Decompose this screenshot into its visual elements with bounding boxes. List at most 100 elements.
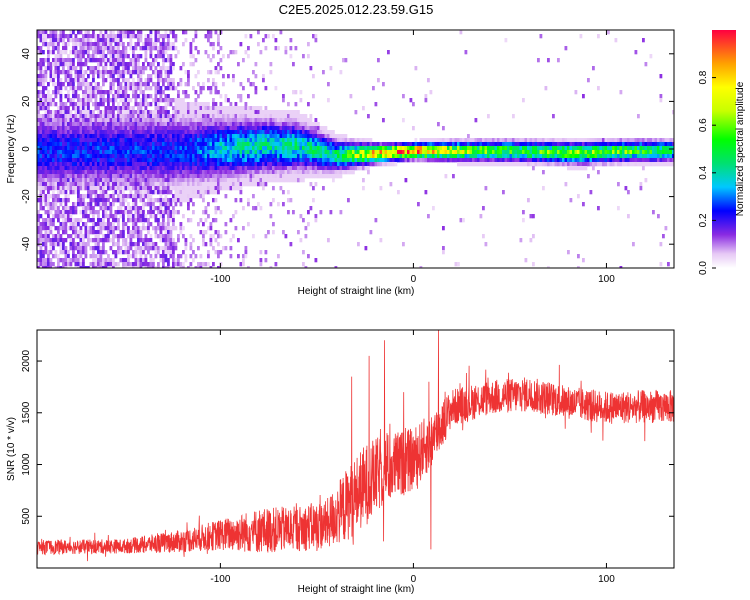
- heatmap-cell: [52, 262, 55, 267]
- heatmap-cell: [117, 138, 120, 143]
- heatmap-cell: [49, 62, 53, 67]
- heatmap-cell: [144, 86, 148, 91]
- heatmap-cell: [162, 78, 165, 83]
- heatmap-cell: [412, 126, 415, 131]
- heatmap-cell: [319, 130, 323, 135]
- heatmap-cell: [312, 158, 315, 163]
- heatmap-cell: [124, 170, 128, 175]
- heatmap-cell: [394, 146, 398, 151]
- heatmap-cell: [202, 154, 205, 159]
- heatmap-cell: [189, 158, 193, 163]
- heatmap-cell: [89, 58, 93, 63]
- heatmap-cell: [172, 170, 175, 175]
- heatmap-cell: [139, 246, 143, 251]
- heatmap-cell: [132, 86, 135, 91]
- heatmap-cell: [332, 178, 335, 183]
- heatmap-cell: [162, 210, 165, 215]
- heatmap-cell: [384, 150, 388, 155]
- heatmap-cell: [39, 238, 43, 243]
- heatmap-cell: [107, 170, 110, 175]
- heatmap-cell: [69, 178, 73, 183]
- heatmap-cell: [162, 58, 165, 63]
- heatmap-cell: [134, 194, 138, 199]
- heatmap-cell: [514, 142, 518, 147]
- heatmap-cell: [209, 222, 213, 227]
- heatmap-cell: [282, 158, 285, 163]
- heatmap-cell: [384, 146, 388, 151]
- heatmap-cell: [444, 142, 448, 147]
- heatmap-cell: [199, 142, 203, 147]
- heatmap-cell: [187, 110, 190, 115]
- heatmap-cell: [217, 146, 220, 151]
- heatmap-cell: [47, 94, 50, 99]
- heatmap-cell: [522, 210, 525, 215]
- heatmap-cell: [327, 142, 330, 147]
- heatmap-cell: [54, 82, 58, 87]
- heatmap-cell: [394, 142, 398, 147]
- heatmap-cell: [257, 202, 260, 207]
- heatmap-cell: [204, 186, 208, 191]
- heatmap-cell: [124, 78, 128, 83]
- heatmap-cell: [74, 150, 78, 155]
- heatmap-cell: [104, 202, 108, 207]
- heatmap-cell: [304, 174, 308, 179]
- heatmap-cell: [202, 238, 205, 243]
- heatmap-cell: [59, 114, 63, 119]
- heatmap-cell: [277, 174, 280, 179]
- heatmap-cell: [164, 110, 168, 115]
- heatmap-cell: [189, 46, 193, 51]
- heatmap-cell: [72, 142, 75, 147]
- heatmap-cell: [322, 146, 325, 151]
- heatmap-cell: [69, 62, 73, 67]
- heatmap-cell: [367, 158, 370, 163]
- heatmap-cell: [212, 110, 215, 115]
- heatmap-cell: [202, 166, 205, 171]
- heatmap-cell: [124, 130, 128, 135]
- heatmap-cell: [244, 174, 248, 179]
- heatmap-cell: [87, 202, 90, 207]
- heatmap-cell: [367, 150, 370, 155]
- heatmap-cell: [67, 74, 70, 79]
- heatmap-cell: [97, 186, 100, 191]
- heatmap-cell: [444, 146, 448, 151]
- heatmap-cell: [72, 190, 75, 195]
- heatmap-cell: [59, 122, 63, 127]
- heatmap-cell: [262, 174, 265, 179]
- heatmap-cell: [94, 118, 98, 123]
- heatmap-cell: [184, 38, 188, 43]
- heatmap-cell: [134, 222, 138, 227]
- heatmap-cell: [192, 126, 195, 131]
- heatmap-cell: [227, 126, 230, 131]
- heatmap-cell: [359, 142, 363, 147]
- heatmap-cell: [134, 186, 138, 191]
- heatmap-cell: [414, 66, 418, 71]
- heatmap-cell: [194, 130, 198, 135]
- heatmap-cell: [42, 134, 45, 139]
- heatmap-cell: [139, 190, 143, 195]
- heatmap-cell: [317, 150, 320, 155]
- heatmap-cell: [259, 146, 263, 151]
- heatmap-cell: [527, 146, 530, 151]
- heatmap-cell: [147, 94, 150, 99]
- heatmap-cell: [97, 126, 100, 131]
- heatmap-cell: [47, 202, 50, 207]
- heatmap-cell: [112, 54, 115, 59]
- heatmap-cell: [67, 142, 70, 147]
- heatmap-cell: [267, 230, 270, 235]
- heatmap-cell: [199, 158, 203, 163]
- heatmap-cell: [97, 258, 100, 263]
- heatmap-cell: [114, 126, 118, 131]
- heatmap-cell: [317, 174, 320, 179]
- heatmap-cell: [59, 82, 63, 87]
- heatmap-cell: [314, 170, 318, 175]
- heatmap-cell: [107, 70, 110, 75]
- heatmap-cell: [307, 102, 310, 107]
- heatmap-cell: [214, 170, 218, 175]
- heatmap-cell: [47, 238, 50, 243]
- heatmap-cell: [382, 154, 385, 159]
- heatmap-cell: [64, 110, 68, 115]
- heatmap-cell: [39, 94, 43, 99]
- heatmap-cell: [389, 146, 393, 151]
- heatmap-cell: [124, 246, 128, 251]
- heatmap-cell: [82, 134, 85, 139]
